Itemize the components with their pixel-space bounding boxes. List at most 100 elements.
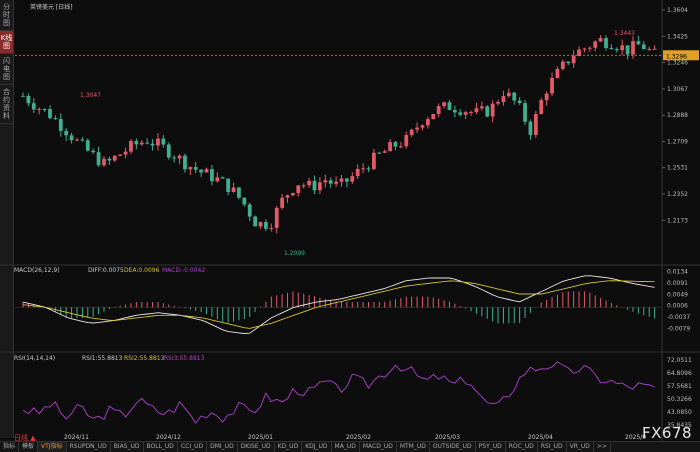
candle-body [58,118,63,131]
annotation-low: 1.2099 [284,250,305,257]
candle-body [237,187,241,198]
candle-body [631,41,635,55]
macd-diff: DIFF:0.0075 [88,267,124,274]
indicator-tab-bar: 指标 模板 VTJ指标 RSUPDN_UD BIAS_UD BOLL_UD CCI_UD DM… [0,441,700,452]
candle [339,174,344,187]
candle-body [231,187,236,192]
candle-body [409,129,414,136]
candle [587,46,592,52]
candle-body [69,135,74,141]
indicator-tab[interactable]: RSUPDN_UD [67,442,111,452]
indicator-tab[interactable]: CCI_UD [178,442,208,452]
macd-tick-label: 0.0091 [667,280,688,287]
candle [253,215,258,227]
indicator-tab[interactable]: 模板 [19,442,39,452]
candle-body [539,100,544,114]
candle-body [156,138,160,146]
candle-body [625,45,630,55]
rsi-value-3: RSI3:55.8813 [164,355,205,362]
candle [366,166,371,172]
indicator-tab[interactable]: KDJ_UD [302,442,332,452]
indicator-tab[interactable]: DMI_UD [207,442,238,452]
indicator-tab[interactable]: ROC_UD [506,442,538,452]
candle [199,169,204,178]
candle [226,178,231,196]
candle-body [361,168,365,170]
period-button[interactable]: 日线 ▲ [14,434,36,442]
candle [620,39,625,56]
candle-body [145,142,150,144]
price-tick-label: 1.3604 [667,7,688,14]
sidebar-item-2[interactable]: 闪电图 [0,54,13,85]
indicator-tab[interactable]: PSY_UD [476,442,506,452]
candle-body [415,127,419,130]
indicator-tab[interactable]: BOLL_UD [144,442,178,452]
candle [274,205,279,234]
candle [631,36,635,59]
sidebar-item-1[interactable]: K线图 [0,31,13,54]
candle-body [188,167,193,170]
price-axis: 1.3604 1.3425 1.3246 1.3067 1.2888 1.2709 1.25… [15,7,699,429]
indicator-tab[interactable]: MACD_UD [360,442,397,452]
candle [129,139,133,155]
candle [291,192,295,197]
indicator-tab[interactable]: VTJ指标 [38,442,67,452]
candle-body [512,92,517,101]
indicator-tab[interactable]: MA_UD [332,442,360,452]
indicator-tab[interactable]: >> [594,442,611,452]
candle [166,142,171,160]
candle [161,134,166,148]
price-tick-label: 1.3425 [667,33,688,40]
chart-view-sidebar: 分时图 K线图 闪电图 合约资料 [0,0,14,438]
indicator-tab[interactable]: BIAS_UD [111,442,144,452]
candle [517,96,522,106]
date-label: 2024/11 [64,434,89,441]
candle [604,35,608,51]
candle-body [382,151,387,153]
macd-tick-label: 0.0049 [667,291,688,298]
candle [490,100,495,123]
macd-dea-line [22,280,655,329]
indicator-tab[interactable]: DKISE_UD [238,442,275,452]
candle [156,133,160,151]
candle [247,202,252,222]
candle [53,115,58,120]
candle [555,66,560,79]
indicator-tab[interactable]: 指标 [0,442,20,452]
candle [296,185,301,197]
candle-body [372,152,376,170]
candle [533,110,538,139]
indicator-tab[interactable]: MTM_UD [397,442,430,452]
candle [393,140,398,151]
chart-labels: 1.3047 1.2099 1.3443 英镑美元 [日线] 2024/11 2024/1… [30,3,646,441]
candle-body [641,44,646,50]
candle-body [37,108,42,110]
candle-body [496,102,500,104]
sidebar-item-3[interactable]: 合约资料 [0,85,13,124]
candle-body [452,109,457,113]
candle [566,61,571,66]
macd-panel: MACD(26,12,9) DIFF:0.0075 DEA:0.0096 MACD:-… [14,267,662,334]
candle [107,156,112,166]
candle-body [517,100,522,104]
indicator-tab[interactable]: OUTSIDE_UD [430,442,476,452]
candle [501,90,506,106]
indicator-tab[interactable]: VR_UD [567,442,594,452]
candle-body [479,106,484,109]
candle [625,45,630,60]
indicator-tab[interactable]: RSI_UD [538,442,567,452]
candle-body [620,45,625,51]
candle [355,164,360,180]
indicator-tab[interactable]: KD_UD [275,442,303,452]
candle-body [614,49,619,51]
candle [377,151,382,154]
candle-body [118,154,123,156]
candle-body [555,68,560,78]
candle-body [215,177,220,182]
sidebar-item-0[interactable]: 分时图 [0,0,13,31]
candle [145,138,150,145]
candle-body [226,178,231,192]
candle-body [587,47,592,49]
candle [312,175,317,195]
candle-body [582,48,587,50]
